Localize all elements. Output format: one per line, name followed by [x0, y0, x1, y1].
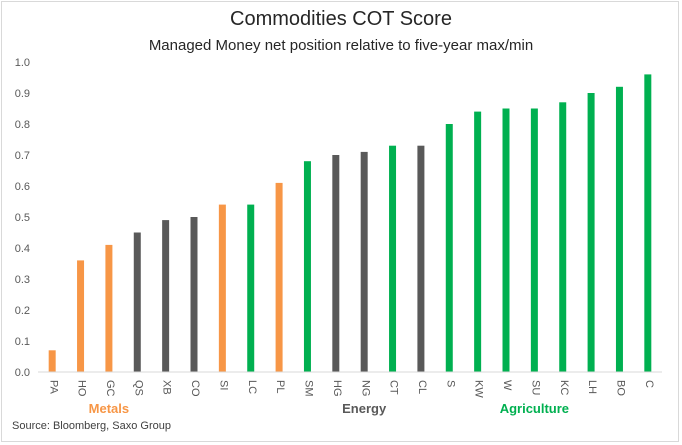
x-tick-label: SU — [529, 380, 541, 395]
x-tick-label: QS — [132, 380, 144, 396]
x-tick-label: KC — [558, 380, 570, 395]
y-tick-label: 0.3 — [15, 274, 30, 286]
x-tick-label: LH — [586, 380, 598, 394]
chart-subtitle: Managed Money net position relative to f… — [148, 37, 534, 54]
y-tick-label: 0.4 — [15, 243, 30, 255]
group-label-metals: Metals — [89, 401, 129, 416]
x-tick-label: XB — [161, 380, 173, 395]
x-tick-label: KW — [473, 380, 485, 398]
y-axis: 0.0 0.1 0.2 0.3 0.4 0.5 0.6 0.7 0.8 0.9 1.0 — [15, 57, 30, 379]
bar-c — [644, 74, 652, 373]
bar-cl — [417, 145, 425, 372]
bar-sm — [303, 161, 311, 372]
x-tick-label: SM — [303, 380, 315, 397]
bar-ho — [77, 260, 85, 372]
y-tick-label: 0.6 — [15, 181, 30, 193]
bar-pl — [275, 182, 283, 372]
y-tick-label: 0.9 — [15, 88, 30, 100]
x-tick-label: GC — [104, 380, 116, 397]
bar-bo — [615, 86, 623, 373]
bar-ct — [389, 145, 397, 372]
source-note: Source: Bloomberg, Saxo Group — [12, 420, 171, 432]
bar-hg — [332, 155, 340, 372]
x-tick-label: W — [501, 380, 513, 391]
x-tick-label: PL — [274, 380, 286, 393]
y-tick-label: 1.0 — [15, 57, 30, 69]
bar-si — [218, 204, 226, 372]
x-tick-label: LC — [246, 380, 258, 394]
bar-lh — [587, 93, 595, 372]
bar-lc — [247, 204, 255, 372]
x-tick-label: CO — [189, 380, 201, 397]
y-tick-label: 0.7 — [15, 150, 30, 162]
x-tick-label: C — [643, 380, 655, 388]
bar-w — [502, 108, 510, 372]
bar-kc — [559, 102, 567, 373]
x-tick-label: PA — [47, 380, 59, 395]
x-axis: PA HO GC QS XB CO SI LC PL SM HG NG CT CL S KW W SU KC LH BO… — [38, 371, 662, 398]
x-tick-label: HG — [331, 380, 343, 397]
group-label-energy: Energy — [342, 401, 387, 416]
x-tick-label: S — [444, 380, 456, 387]
x-tick-label: CL — [416, 380, 428, 394]
bar-xb — [162, 220, 170, 372]
group-label-agriculture: Agriculture — [500, 401, 569, 416]
bar-kw — [474, 111, 482, 372]
y-tick-label: 0.1 — [15, 336, 30, 348]
bar-ng — [360, 151, 368, 372]
x-tick-label: BO — [615, 380, 627, 396]
chart-title: Commodities COT Score — [230, 8, 452, 30]
y-tick-label: 0.5 — [15, 212, 30, 224]
x-tick-label: HO — [76, 380, 88, 397]
bar-su — [530, 108, 538, 372]
y-tick-label: 0.0 — [15, 367, 30, 379]
bar-s — [445, 124, 453, 372]
bar-gc — [105, 244, 113, 372]
y-tick-label: 0.2 — [15, 305, 30, 317]
y-tick-label: 0.8 — [15, 119, 30, 131]
bar-co — [190, 217, 198, 372]
x-tick-label: SI — [217, 380, 229, 390]
group-labels: Metals Energy Agriculture — [89, 401, 569, 416]
x-tick-label: NG — [359, 380, 371, 397]
bar-pa — [48, 350, 56, 372]
bar-qs — [133, 232, 141, 372]
bars — [48, 74, 652, 373]
x-tick-label: CT — [388, 380, 400, 395]
